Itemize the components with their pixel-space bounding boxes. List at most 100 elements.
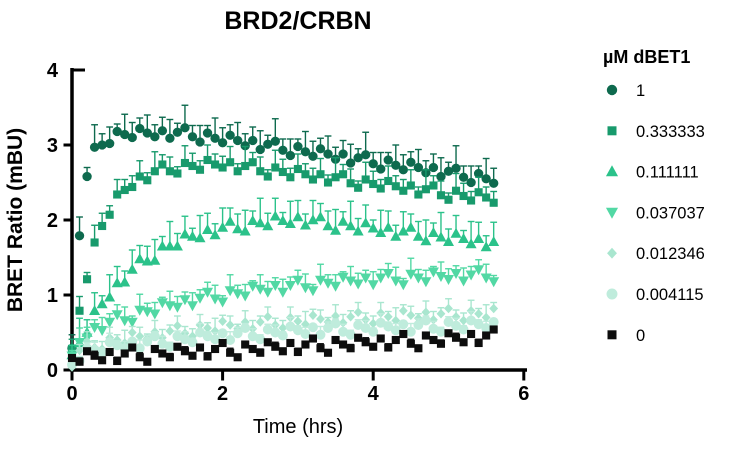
data-point-marker bbox=[315, 144, 326, 154]
x-tick-label: 2 bbox=[217, 383, 228, 405]
data-point-marker bbox=[186, 301, 198, 312]
data-point-marker bbox=[278, 347, 287, 356]
data-point-marker bbox=[429, 181, 438, 190]
data-point-marker bbox=[135, 353, 144, 362]
data-point-marker bbox=[179, 228, 191, 239]
data-point-marker bbox=[135, 331, 145, 342]
data-point-marker bbox=[241, 161, 250, 171]
data-point-marker bbox=[203, 352, 212, 361]
data-point-marker bbox=[188, 351, 197, 360]
data-point-marker bbox=[194, 232, 206, 243]
data-point-marker bbox=[239, 291, 251, 302]
data-point-marker bbox=[338, 326, 349, 337]
data-point-marker bbox=[158, 349, 167, 358]
data-point-marker bbox=[142, 336, 153, 347]
series-1 bbox=[67, 104, 499, 353]
data-point-marker bbox=[399, 186, 408, 195]
data-point-marker bbox=[451, 163, 461, 173]
data-point-marker bbox=[405, 326, 416, 337]
data-point-marker bbox=[241, 340, 250, 349]
data-point-marker bbox=[337, 272, 349, 283]
data-point-marker bbox=[314, 275, 326, 286]
data-point-marker bbox=[406, 310, 416, 321]
data-point-marker bbox=[390, 325, 401, 336]
data-point-marker bbox=[203, 155, 212, 165]
data-point-marker bbox=[180, 123, 190, 133]
data-point-marker bbox=[488, 317, 499, 327]
data-point-marker bbox=[307, 286, 319, 297]
data-point-marker bbox=[308, 175, 318, 184]
data-point-marker bbox=[89, 304, 101, 315]
data-point-marker bbox=[97, 140, 107, 150]
data-point-marker bbox=[83, 275, 92, 284]
y-tick-label: 1 bbox=[47, 285, 58, 307]
legend-item-1: 1 bbox=[606, 82, 645, 100]
data-point-marker bbox=[262, 220, 274, 231]
data-point-marker bbox=[217, 221, 229, 232]
data-point-marker bbox=[209, 294, 221, 305]
data-point-marker bbox=[157, 338, 168, 349]
legend-item-0: 0 bbox=[607, 327, 645, 345]
data-point-marker bbox=[315, 329, 326, 340]
data-point-marker bbox=[467, 196, 476, 205]
data-point-marker bbox=[165, 133, 175, 143]
data-point-marker bbox=[368, 159, 378, 169]
data-point-marker bbox=[391, 182, 400, 191]
legend-item-label: 0.037037 bbox=[636, 204, 705, 222]
data-point-marker bbox=[202, 331, 213, 342]
data-point-marker bbox=[301, 170, 310, 179]
data-point-marker bbox=[285, 321, 296, 332]
data-point-marker bbox=[443, 166, 454, 176]
data-point-marker bbox=[194, 293, 206, 304]
data-point-marker bbox=[481, 323, 492, 333]
data-point-marker bbox=[489, 325, 498, 334]
triangle-down-legend-icon bbox=[605, 207, 619, 219]
data-point-marker bbox=[271, 342, 280, 351]
data-point-marker bbox=[255, 144, 265, 155]
data-point-marker bbox=[240, 323, 251, 333]
data-point-marker bbox=[339, 170, 348, 179]
data-point-marker bbox=[74, 338, 86, 349]
data-point-marker bbox=[96, 298, 108, 309]
legend-title: µM dBET1 bbox=[603, 47, 690, 67]
data-point-marker bbox=[141, 255, 153, 266]
data-point-marker bbox=[360, 323, 371, 333]
data-point-marker bbox=[120, 349, 129, 358]
data-point-marker bbox=[473, 265, 485, 276]
data-point-marker bbox=[300, 329, 311, 339]
data-point-marker bbox=[436, 339, 446, 348]
data-point-marker bbox=[481, 174, 491, 184]
data-point-marker bbox=[113, 356, 122, 366]
data-point-marker bbox=[383, 321, 394, 332]
data-point-marker bbox=[112, 126, 122, 137]
data-point-marker bbox=[480, 241, 492, 252]
data-point-marker bbox=[383, 155, 393, 165]
triangle-up-legend-icon bbox=[605, 165, 619, 177]
data-point-marker bbox=[451, 333, 461, 342]
data-point-marker bbox=[369, 179, 378, 189]
data-point-marker bbox=[187, 337, 198, 348]
data-point-marker bbox=[314, 211, 326, 222]
legend-item-0.012346: 0.012346 bbox=[607, 245, 705, 263]
data-point-marker bbox=[384, 343, 393, 352]
data-point-marker bbox=[255, 334, 266, 345]
data-point-marker bbox=[75, 357, 84, 366]
data-point-marker bbox=[232, 328, 243, 339]
data-point-marker bbox=[369, 342, 378, 351]
data-point-marker bbox=[277, 330, 288, 341]
data-point-marker bbox=[255, 317, 265, 327]
data-point-marker bbox=[301, 340, 310, 349]
series-0 bbox=[67, 325, 498, 366]
data-point-marker bbox=[330, 281, 342, 292]
data-point-marker bbox=[299, 219, 311, 230]
data-point-marker bbox=[458, 324, 469, 335]
data-point-marker bbox=[482, 331, 491, 340]
data-point-marker bbox=[458, 232, 470, 243]
data-point-marker bbox=[414, 190, 423, 199]
data-point-marker bbox=[429, 335, 438, 345]
data-point-marker bbox=[82, 171, 92, 182]
data-point-marker bbox=[284, 281, 296, 292]
data-point-marker bbox=[375, 317, 386, 328]
data-point-marker bbox=[428, 323, 439, 334]
data-point-marker bbox=[322, 278, 334, 289]
